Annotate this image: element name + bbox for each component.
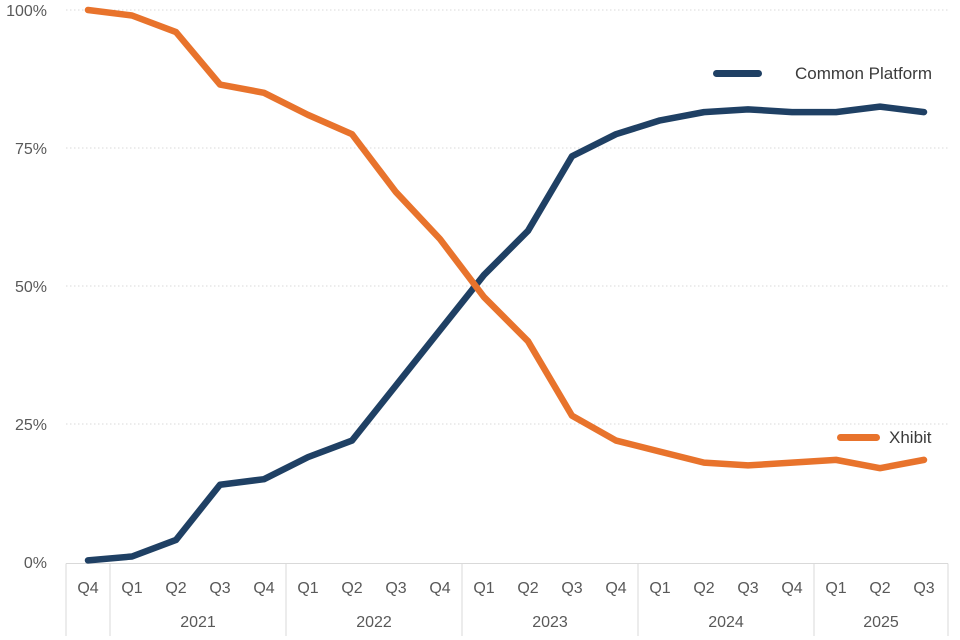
legend-swatch-xhibit [837,434,880,441]
legend-label-xhibit: Xhibit [889,428,932,447]
x-quarter-label: Q3 [209,580,230,597]
x-quarter-label: Q4 [605,580,626,597]
x-year-label: 2022 [356,614,392,631]
x-quarter-label: Q2 [341,580,362,597]
x-quarter-label: Q2 [517,580,538,597]
y-tick-label: 100% [6,3,47,20]
series-line-xhibit [84,6,928,472]
x-quarter-label: Q3 [737,580,758,597]
y-tick-label: 0% [24,555,47,572]
x-quarter-label: Q1 [473,580,494,597]
x-quarter-label: Q2 [869,580,890,597]
legend-item-xhibit: Xhibit [837,425,932,450]
x-quarter-label: Q1 [649,580,670,597]
legend-label-common-platform: Common Platform [795,64,932,83]
legend-item-common-platform: Common Platform [713,61,932,86]
x-quarter-label: Q3 [561,580,582,597]
y-tick-label: 25% [15,417,47,434]
x-quarter-label: Q3 [385,580,406,597]
x-quarter-label: Q2 [165,580,186,597]
x-year-label: 2023 [532,614,568,631]
x-year-label: 2024 [708,614,744,631]
x-year-label: 2025 [863,614,899,631]
x-quarter-label: Q1 [825,580,846,597]
x-year-label: 2021 [180,614,216,631]
x-quarter-label: Q4 [429,580,450,597]
x-quarter-label: Q1 [121,580,142,597]
x-quarter-label: Q4 [77,580,98,597]
x-quarter-label: Q4 [781,580,802,597]
x-quarter-label: Q2 [693,580,714,597]
x-quarter-label: Q1 [297,580,318,597]
y-tick-label: 50% [15,279,47,296]
x-quarter-label: Q4 [253,580,274,597]
x-quarter-label: Q3 [913,580,934,597]
series-line-common-platform [84,103,928,564]
y-tick-label: 75% [15,141,47,158]
legend-swatch-common-platform [713,70,762,77]
